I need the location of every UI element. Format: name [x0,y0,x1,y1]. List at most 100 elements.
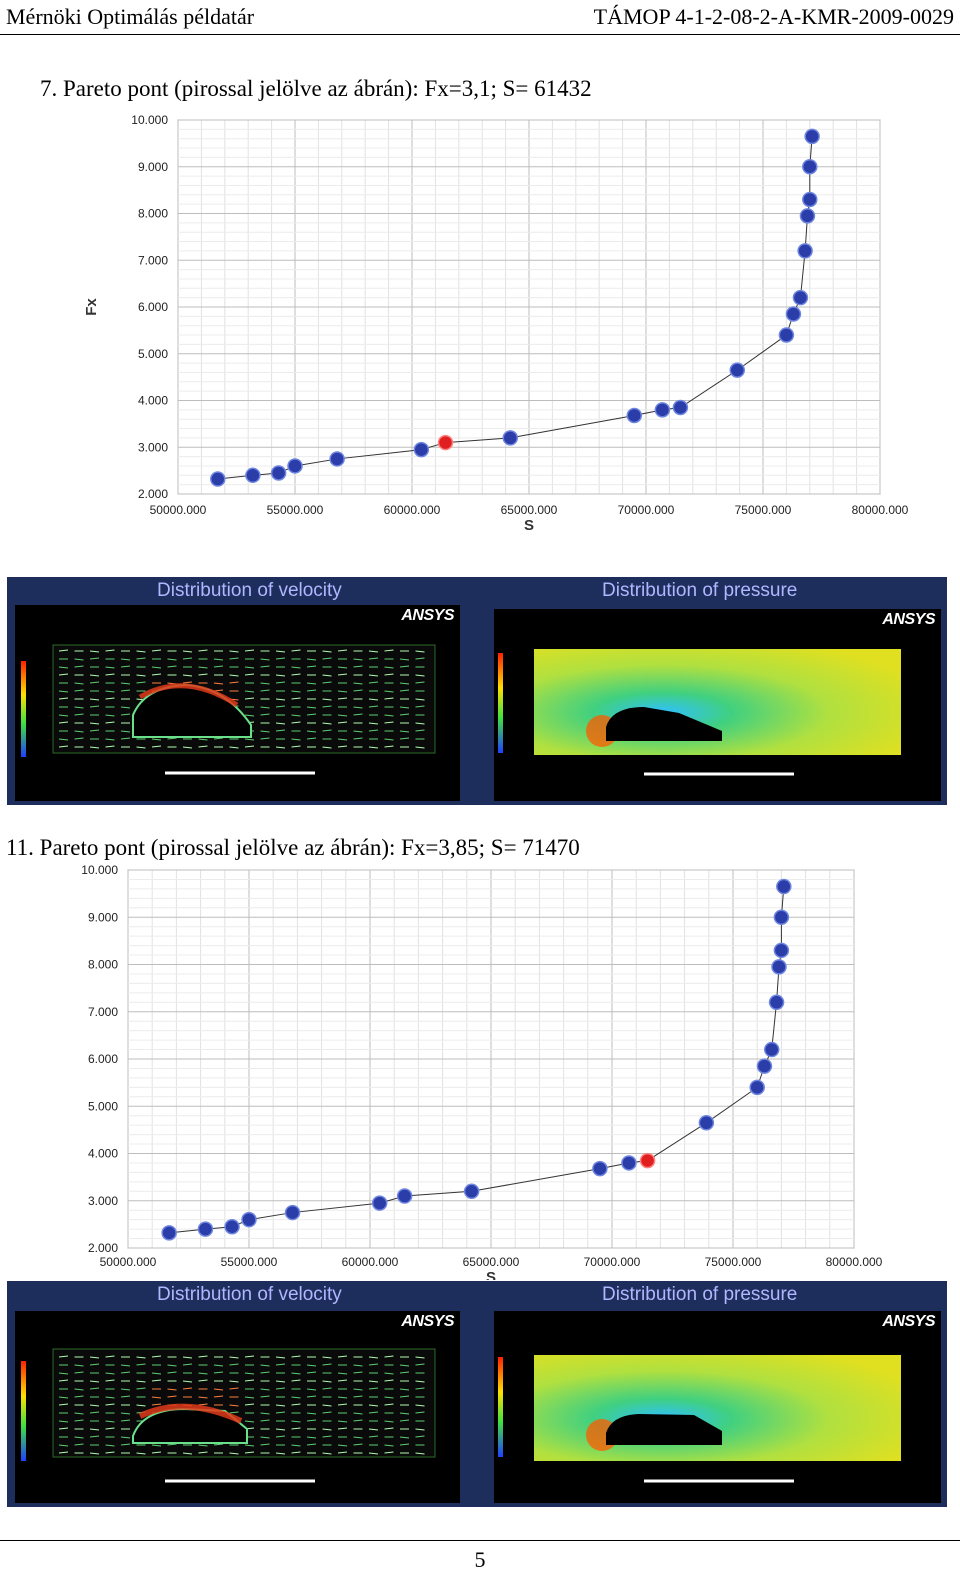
ansys-logo: ANSYS [401,607,454,624]
velocity-vector [337,1379,348,1382]
pareto-point [768,994,785,1011]
velocity-vector [244,714,255,717]
velocity-vector [337,649,348,652]
velocity-vector [399,737,410,740]
velocity-vector [58,690,69,693]
velocity-vector [337,738,348,741]
velocity-vector [291,690,301,693]
velocity-vector [136,1387,146,1390]
velocity-vector [291,673,301,676]
velocity-vector [260,1419,270,1422]
velocity-vector [275,650,286,653]
velocity-vector [244,738,255,741]
velocity-vector [368,1356,379,1359]
y-tick-label: 8.000 [88,958,118,972]
velocity-vector [58,738,69,741]
velocity-vector [337,721,348,724]
velocity-vector [244,745,255,748]
y-tick-label: 4.000 [138,394,168,408]
velocity-vector [58,745,69,748]
velocity-vector [337,1420,348,1423]
velocity-vector [105,690,115,693]
velocity-vector [415,650,425,653]
velocity-vector [337,1396,348,1399]
pareto-point [802,159,818,175]
pareto-point [756,1058,773,1074]
x-tick-label: 60000.000 [342,1255,399,1269]
velocity-vector [399,1388,410,1391]
velocity-vector [105,649,115,652]
velocity-vector [415,1404,425,1407]
pressure-title: Distribution of pressure [602,1284,798,1305]
velocity-vector [291,1451,301,1454]
velocity-vector [58,1420,69,1423]
velocity-vector [275,1428,286,1431]
velocity-vector [105,1451,115,1454]
velocity-vector [105,1420,115,1423]
velocity-vector [105,666,115,669]
velocity-vector [120,1443,131,1446]
velocity-vector [368,746,379,749]
velocity-vector [198,1355,208,1358]
velocity-vector [368,681,379,684]
highlighted-pareto-point [437,434,454,451]
velocity-vector [291,738,301,741]
velocity-vector [275,722,286,725]
velocity-vector [306,689,317,692]
velocity-vector [384,1379,394,1382]
velocity-vector [353,682,363,685]
velocity-vector [89,746,100,749]
pareto-point [773,942,790,959]
y-tick-label: 5.000 [138,347,168,361]
velocity-vector [291,714,301,717]
velocity-vector [306,1371,317,1374]
velocity-vector [244,1372,255,1375]
velocity-vector [58,673,69,676]
velocity-vector [244,1355,255,1358]
velocity-vector [399,706,410,709]
x-tick-label: 75000.000 [735,503,792,517]
x-tick-label: 80000.000 [826,1255,883,1269]
pareto-point [698,1115,715,1131]
velocity-vector [384,649,394,652]
y-tick-label: 5.000 [88,1099,118,1113]
velocity-vector [198,1451,208,1454]
velocity-vector [89,674,100,677]
velocity-vector [275,1387,286,1390]
velocity-vector [198,1372,208,1375]
velocity-vector [58,1403,69,1406]
y-tick-label: 6.000 [138,300,168,314]
velocity-vector [291,1427,301,1430]
velocity-plot: ANSYS [15,605,460,801]
velocity-vector [89,698,100,701]
velocity-vector [120,1436,131,1439]
velocity-vector [291,745,301,748]
x-tick-label: 50000.000 [150,503,207,517]
velocity-vector [353,1419,363,1422]
velocity-vector [415,698,425,701]
velocity-vector [322,674,332,677]
ansys-logo: ANSYS [882,611,935,628]
velocity-vector [260,1364,270,1367]
velocity-vector [182,1363,193,1366]
velocity-vector [353,1436,363,1439]
velocity-vector [89,1380,100,1383]
velocity-vector [58,697,69,700]
velocity-vector [229,1363,239,1366]
pareto-point [763,1041,780,1058]
velocity-vector [213,737,224,740]
velocity-vector [74,737,84,740]
velocity-vector [151,666,162,669]
pareto-point [210,471,226,487]
velocity-vector [260,730,270,733]
pareto-chart-7: 50000.000 55000.000 60000.000 65000.000 7000… [83,113,909,534]
velocity-vector [120,682,131,685]
velocity-vector [136,1452,146,1455]
velocity-vector [275,729,286,732]
velocity-vector [275,1356,286,1359]
velocity-vector [74,1419,84,1422]
velocity-vector [151,1403,162,1406]
velocity-vector [291,649,301,652]
velocity-vector [229,657,239,660]
velocity-vector [306,730,317,733]
